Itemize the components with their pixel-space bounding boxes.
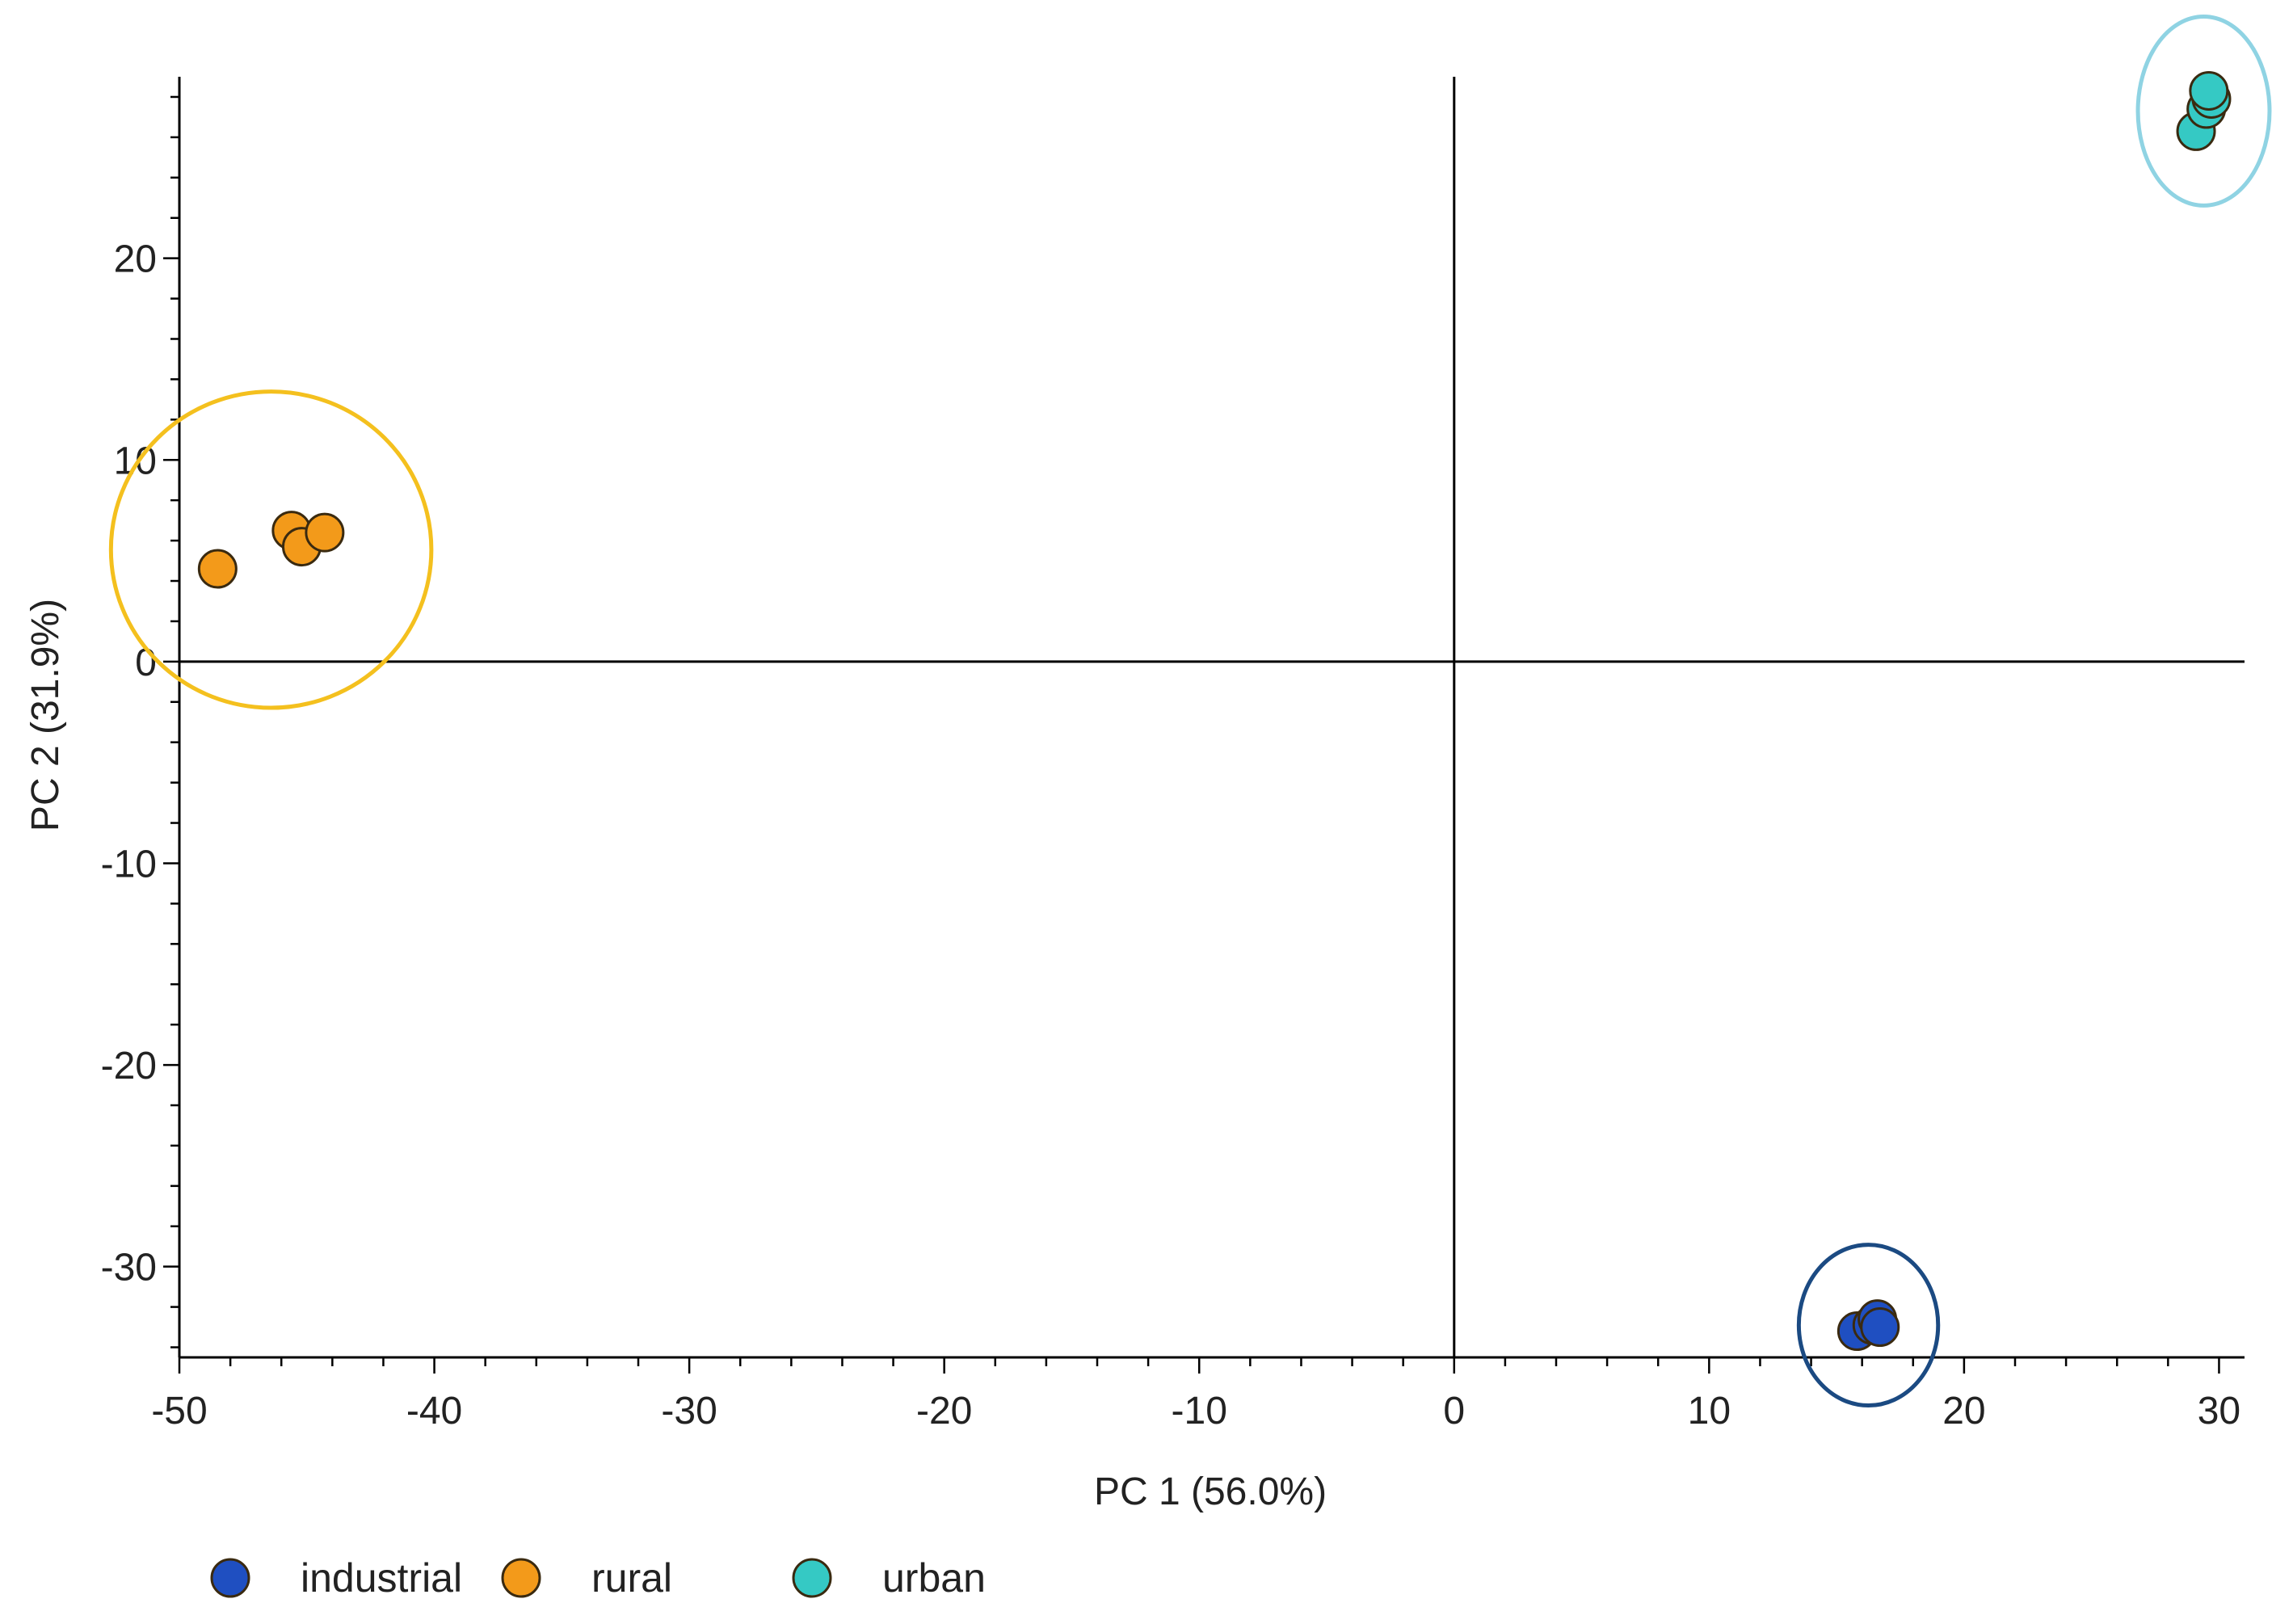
legend-label-urban: urban [882,1555,986,1601]
y-axis-title: PC 2 (31.9%) [24,599,67,831]
data-points [197,70,2232,1352]
x-tick-label: -10 [1172,1390,1227,1433]
point-rural [305,512,345,553]
y-tick-label: -30 [101,1247,157,1290]
legend-label-industrial: industrial [301,1555,462,1601]
x-tick-label: 20 [1942,1390,1985,1433]
x-tick-label: 30 [2198,1390,2240,1433]
point-urban [2189,70,2229,111]
point-industrial [1860,1307,1900,1348]
y-tick-label: 20 [114,238,157,281]
legend: industrial rural urban [210,1555,986,1601]
x-tick-label: -20 [916,1390,972,1433]
x-tick-label: -50 [151,1390,207,1433]
x-tick-label: -40 [406,1390,462,1433]
legend-label-rural: rural [591,1555,672,1601]
y-tick-label: -20 [101,1045,157,1088]
point-rural [197,549,238,589]
cluster-ring-rural [108,389,434,710]
legend-marker-industrial [210,1558,250,1598]
x-tick-label: 10 [1688,1390,1731,1433]
cluster-ring-industrial [1796,1243,1941,1408]
cluster-rings [108,14,2272,1408]
cluster-ring-urban [2135,14,2272,208]
legend-marker-rural [501,1558,541,1598]
y-tick-label: -10 [101,843,157,886]
legend-marker-urban [792,1558,832,1598]
x-tick-label: 0 [1443,1390,1465,1433]
x-tick-label: -30 [661,1390,717,1433]
x-axis-title: PC 1 (56.0%) [1094,1470,1327,1513]
